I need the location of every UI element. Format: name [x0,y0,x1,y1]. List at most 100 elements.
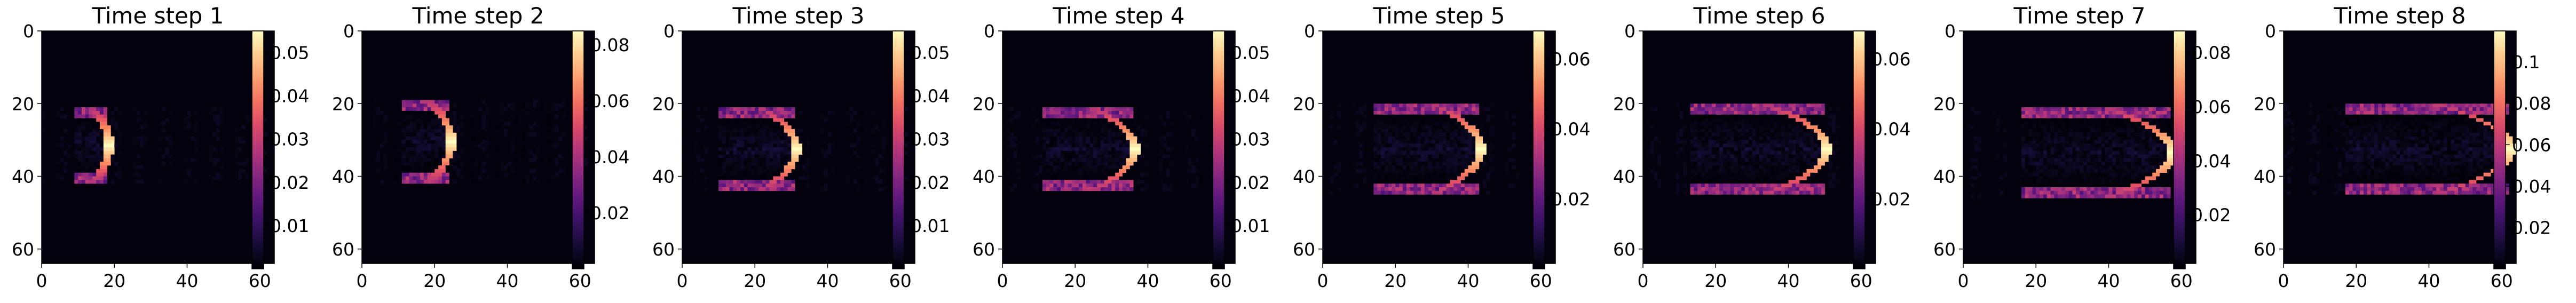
heatmap-cell [2152,158,2156,162]
heatmap-cell [1796,122,1799,125]
heatmap-cell [1716,111,1719,115]
heatmap-cell [1064,140,1068,143]
heatmap-cell [1373,165,1377,169]
heatmap-cell [1694,103,1697,107]
heatmap-cell [172,155,176,158]
heatmap-cell [1457,137,1461,140]
heatmap-cell [2080,158,2083,162]
heatmap-cell [1079,118,1082,122]
heatmap-cell [2051,125,2055,129]
heatmap-cell [1093,180,1097,184]
colorbar-tick-label: 0.02 [911,172,950,193]
heatmap-cell [529,133,533,137]
heatmap-cell [1355,162,1359,165]
heatmap-cell [1377,103,1381,107]
heatmap-cell [238,177,242,180]
heatmap-cell [1115,169,1119,173]
heatmap-cell [1818,107,1821,111]
heatmap-cell [740,184,744,187]
heatmap-cell [1814,147,1818,151]
heatmap-cell [1774,158,1777,162]
heatmap-cell [758,165,762,169]
heatmap-cell [82,115,85,118]
heatmap-cell [1450,177,1453,180]
heatmap-cell [2080,162,2083,165]
heatmap-cell [2160,169,2163,173]
heatmap-cell [1425,137,1428,140]
heatmap-cell [2087,122,2091,125]
heatmap-cell [1425,151,1428,155]
heatmap-cell [402,111,406,115]
heatmap-cell [2101,118,2105,122]
heatmap-cell [107,158,111,162]
heatmap-cell [1373,169,1377,173]
heatmap-cell [1453,169,1457,173]
heatmap-cell [1749,103,1752,107]
heatmap-cell [2112,107,2116,111]
heatmap-cell [2109,107,2113,111]
heatmap-cell [718,111,722,115]
heatmap-cell [1756,107,1759,111]
heatmap-cell [722,133,726,137]
heatmap-cell [2025,151,2029,155]
heatmap-cell [1425,143,1428,147]
heatmap-cell [2036,118,2040,122]
heatmap-cell [733,169,737,173]
heatmap-cell [2040,125,2043,129]
heatmap-cell [777,180,780,184]
heatmap-cell [882,143,886,147]
heatmap-cell [194,147,198,151]
heatmap-cell [1453,162,1457,165]
heatmap-cell [1377,133,1381,137]
heatmap-cell [1759,147,1763,151]
heatmap-cell [2112,147,2116,151]
heatmap-cell [2120,162,2123,165]
heatmap-cell [718,180,722,184]
heatmap-cell [64,129,67,133]
heatmap-cell [1799,107,1803,111]
heatmap-cell [1388,133,1392,137]
heatmap-cell [2112,151,2116,155]
heatmap-cell [2130,122,2134,125]
heatmap-cell [1123,107,1126,111]
heatmap-cell [1490,125,1494,129]
heatmap-cell [1432,125,1435,129]
heatmap-cell [431,118,434,122]
heatmap-cell [89,107,93,111]
heatmap-cell [2120,140,2123,143]
heatmap-cell [2058,107,2061,111]
heatmap-cell [434,155,438,158]
heatmap-cell [2160,125,2163,129]
heatmap-cell [2152,133,2156,137]
heatmap-cell [730,165,733,169]
heatmap-cell [1745,155,1749,158]
heatmap-cell [1785,143,1789,147]
heatmap-cell [1479,143,1483,147]
heatmap-cell [1756,103,1759,107]
heatmap-cell [762,165,766,169]
heatmap-cell [1836,107,1839,111]
heatmap-cell [1381,129,1385,133]
heatmap-cell [1403,140,1406,143]
heatmap-cell [406,165,409,169]
heatmap-cell [744,151,748,155]
heatmap-cell [1792,155,1796,158]
heatmap-cell [2109,115,2113,118]
heatmap-cell [1825,103,1829,107]
heatmap-cell [2094,137,2098,140]
heatmap-cell [1046,111,1050,115]
heatmap-cell [1828,107,1832,111]
heatmap-cell [398,177,402,180]
heatmap-cell [2047,177,2051,180]
heatmap-cell [402,140,406,143]
heatmap-cell [2112,162,2116,165]
heatmap-cell [45,147,49,151]
heatmap-cell [882,122,886,125]
heatmap-cell [460,125,464,129]
heatmap-cell [1428,103,1432,107]
heatmap-cell [1461,180,1465,184]
heatmap-cell [1071,155,1075,158]
heatmap-cell [96,165,100,169]
heatmap-cell [1392,191,1395,195]
heatmap-cell [820,173,824,177]
